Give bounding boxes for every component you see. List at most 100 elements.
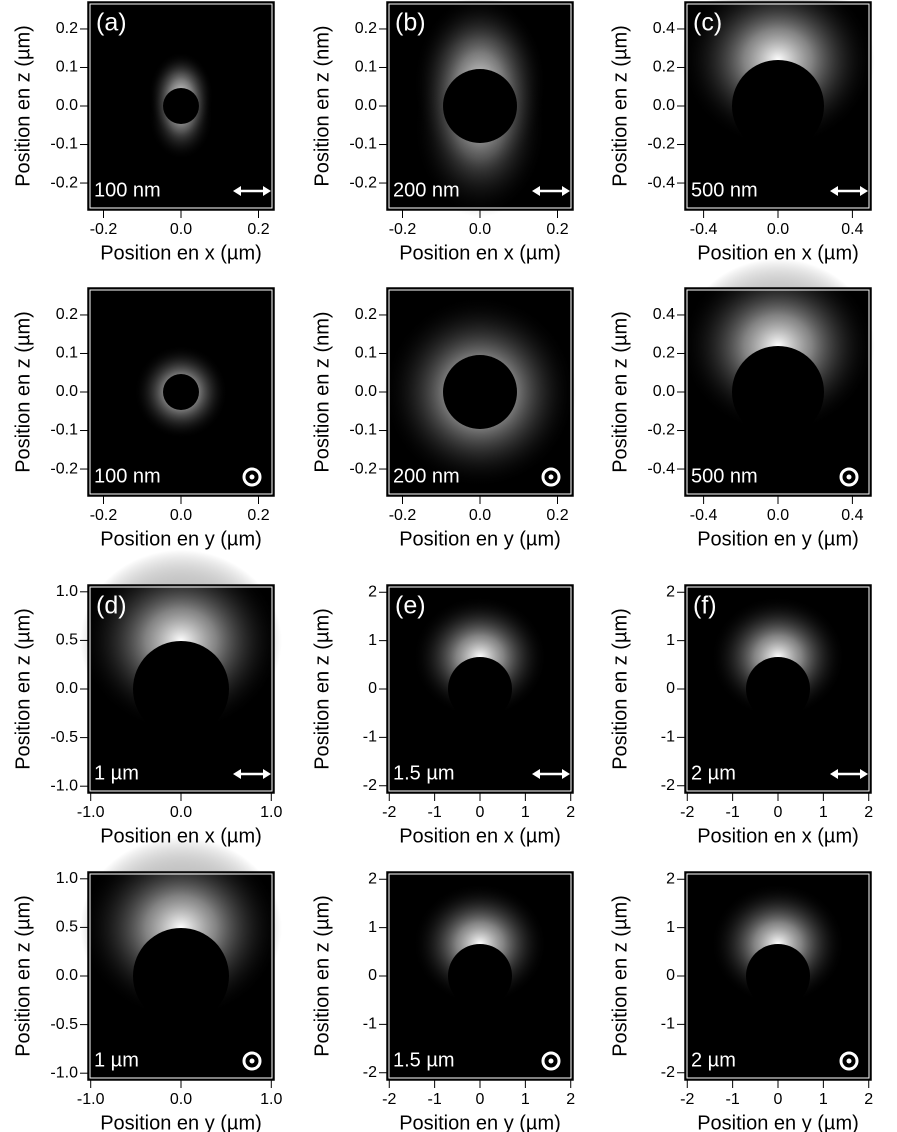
y-axis-label: Position en z (µm) (609, 311, 631, 473)
y-tick-label: 0.0 (653, 383, 675, 400)
y-tick-label: 1 (666, 632, 675, 649)
x-tick-label: 0.0 (170, 507, 192, 524)
x-tick-label: 0 (476, 1091, 485, 1108)
panel-label: (d) (96, 592, 127, 620)
size-label: 100 nm (94, 179, 161, 201)
y-tick-label: 2 (368, 870, 377, 887)
panel: -1.0 0.0 1.0 -1.0 -0.5 0.0 0.5 1.0 Position en y… (12, 836, 283, 1132)
y-tick-label: 0.1 (56, 345, 78, 362)
y-tick-label: 0.5 (56, 919, 78, 936)
y-tick-label: 0 (368, 967, 377, 984)
x-tick-label: -0.2 (90, 507, 118, 524)
polarization-arrow-head (532, 769, 570, 779)
polarization-dot-ring (242, 1051, 262, 1071)
y-tick-label: -2 (363, 1064, 377, 1081)
size-label: 100 nm (94, 465, 161, 487)
panel: -1.0 0.0 1.0 -1.0 -0.5 0.0 0.5 1.0 Position en x… (12, 549, 283, 847)
y-axis-label: Position en z (µm) (311, 608, 333, 770)
panel-label: (c) (693, 9, 722, 37)
y-tick-label: 0.2 (56, 20, 78, 37)
y-tick-label: 0 (666, 967, 675, 984)
x-axis-label: Position en y (µm) (697, 528, 859, 550)
x-tick-label: 0 (774, 1091, 783, 1108)
x-axis-label: Position en x (µm) (399, 825, 561, 847)
x-tick-label: -1 (428, 804, 442, 821)
x-tick-label: 0.4 (841, 221, 863, 238)
particle (448, 944, 512, 1008)
y-tick-label: 0.0 (56, 680, 78, 697)
x-axis-label: Position en x (µm) (100, 242, 262, 264)
y-tick-label: 0.0 (653, 97, 675, 114)
x-axis-label: Position en y (µm) (399, 1112, 561, 1132)
size-label: 1 µm (94, 1049, 139, 1071)
size-label: 200 nm (393, 465, 460, 487)
size-label: 200 nm (393, 179, 460, 201)
x-tick-label: -0.4 (690, 221, 718, 238)
y-tick-label: 1 (666, 919, 675, 936)
x-axis-label: Position en y (µm) (100, 1112, 262, 1132)
y-tick-label: 0 (666, 680, 675, 697)
y-tick-label: 0.2 (653, 59, 675, 76)
y-tick-label: -0.1 (349, 422, 377, 439)
polarization-dot (846, 474, 852, 480)
y-tick-label: 0.2 (355, 306, 377, 323)
y-tick-label: 0.4 (653, 306, 675, 323)
panel: -0.2 0.0 0.2 -0.2 -0.1 0.0 0.1 0.2 Position en x… (12, 1, 275, 264)
panel: -0.4 0.0 0.4 -0.4 -0.2 0.0 0.2 0.4 Position en x… (609, 0, 875, 264)
y-tick-label: -1 (363, 1016, 377, 1033)
y-axis-label: Position en z (µm) (12, 25, 34, 187)
y-tick-label: 0.4 (653, 20, 675, 37)
y-tick-label: -0.2 (647, 136, 675, 153)
y-tick-label: 0.0 (355, 97, 377, 114)
y-tick-label: 1 (368, 919, 377, 936)
polarization-arrow-head (233, 186, 271, 196)
polarization-dot-ring (839, 467, 859, 487)
y-tick-label: -0.2 (50, 460, 78, 477)
x-tick-label: 0 (774, 804, 783, 821)
x-tick-label: -1 (726, 804, 740, 821)
panel-label: (b) (395, 9, 426, 37)
x-tick-label: -0.2 (389, 221, 417, 238)
x-axis-label: Position en y (µm) (100, 528, 262, 550)
size-label: 2 µm (691, 1049, 736, 1071)
particle (133, 641, 229, 737)
particle (732, 60, 824, 152)
frame-inner (388, 3, 572, 209)
size-label: 1 µm (94, 762, 139, 784)
polarization-arrow-head (532, 186, 570, 196)
panel: -0.2 0.0 0.2 -0.2 -0.1 0.0 0.1 0.2 Position en x… (311, 0, 574, 264)
polarization-dot-ring (541, 1051, 561, 1071)
y-tick-label: -1 (661, 1016, 675, 1033)
x-tick-label: 2 (864, 804, 873, 821)
frame-inner (89, 289, 273, 495)
x-tick-label: 0.4 (841, 507, 863, 524)
panel: -0.4 0.0 0.4 -0.4 -0.2 0.0 0.2 0.4 Position en y… (609, 258, 875, 550)
y-tick-label: 0.1 (56, 59, 78, 76)
polarization-dot (548, 474, 554, 480)
panel: -2 -1 0 1 2 -2 -1 0 1 2 Position en y (µm) Position… (609, 870, 873, 1132)
y-axis-label: Position en z (µm) (609, 895, 631, 1057)
field-glow (412, 596, 548, 718)
y-tick-label: 0.0 (355, 383, 377, 400)
polarization-dot (846, 1058, 852, 1064)
y-tick-label: -1 (661, 729, 675, 746)
y-tick-label: -0.5 (50, 729, 78, 746)
y-axis-label: Position en z (µm) (12, 608, 34, 770)
y-axis-label: Position en z (nm) (311, 25, 333, 186)
particle (163, 88, 199, 124)
x-tick-label: 1.0 (260, 1091, 282, 1108)
y-tick-label: -1.0 (50, 1064, 78, 1081)
x-tick-label: 0.2 (247, 507, 269, 524)
frame-inner (388, 289, 572, 495)
frame-inner (686, 3, 870, 209)
x-tick-label: 1.0 (260, 804, 282, 821)
x-tick-label: 0.2 (247, 221, 269, 238)
frame-inner (89, 586, 273, 792)
y-tick-label: -0.5 (50, 1016, 78, 1033)
x-tick-label: 0.0 (170, 221, 192, 238)
y-tick-label: 0.1 (355, 345, 377, 362)
y-tick-label: 2 (368, 583, 377, 600)
y-tick-label: -1.0 (50, 777, 78, 794)
x-tick-label: 2 (566, 1091, 575, 1108)
